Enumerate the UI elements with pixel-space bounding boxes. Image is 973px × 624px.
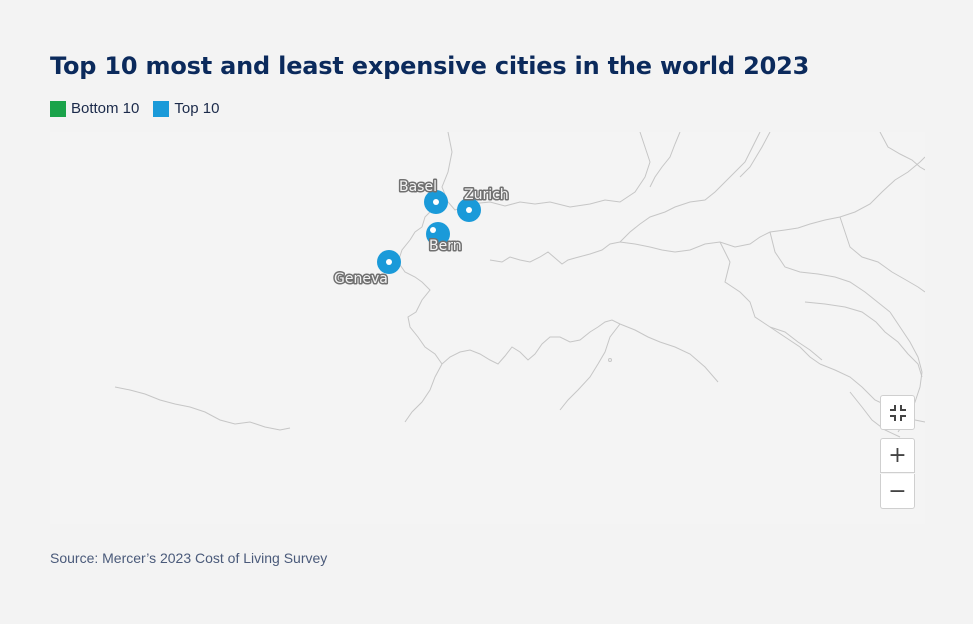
legend-swatch-top-10 [153,100,170,117]
legend-label-bottom-10: Bottom 10 [71,100,140,117]
label-basel: Basel [399,179,437,195]
zoom-out-button[interactable]: − [880,474,915,509]
marker-zurich[interactable] [457,198,481,222]
zoom-in-button[interactable]: + [880,438,915,473]
marker-basel[interactable] [424,190,448,214]
marker-bern-dot [430,227,436,233]
label-zurich: Zurich [464,187,509,203]
map-canvas[interactable]: Basel Zurich Bern Geneva [50,132,925,524]
label-geneva: Geneva [334,271,388,287]
map[interactable]: Basel Zurich Bern Geneva [50,132,925,524]
island-shape [608,358,612,362]
city-markers [377,190,481,274]
source-note: Source: Mercer’s 2023 Cost of Living Sur… [50,550,328,566]
legend-item-bottom-10[interactable]: Bottom 10 [50,100,139,117]
fit-to-view-icon [889,404,906,421]
marker-bern[interactable] [426,222,450,246]
marker-zurich-dot [466,207,472,213]
legend-label-top-10: Top 10 [174,100,220,117]
legend-item-top-10[interactable]: Top 10 [153,100,219,117]
label-bern: Bern [429,238,462,254]
legend: Bottom 10 Top 10 [50,100,219,117]
marker-geneva[interactable] [377,250,401,274]
chart-title: Top 10 most and least expensive cities i… [50,52,810,80]
marker-geneva-dot [386,259,392,265]
legend-swatch-bottom-10 [50,100,66,117]
fit-to-view-button[interactable] [880,395,915,430]
marker-basel-dot [433,199,439,205]
land-shapes [50,132,925,524]
